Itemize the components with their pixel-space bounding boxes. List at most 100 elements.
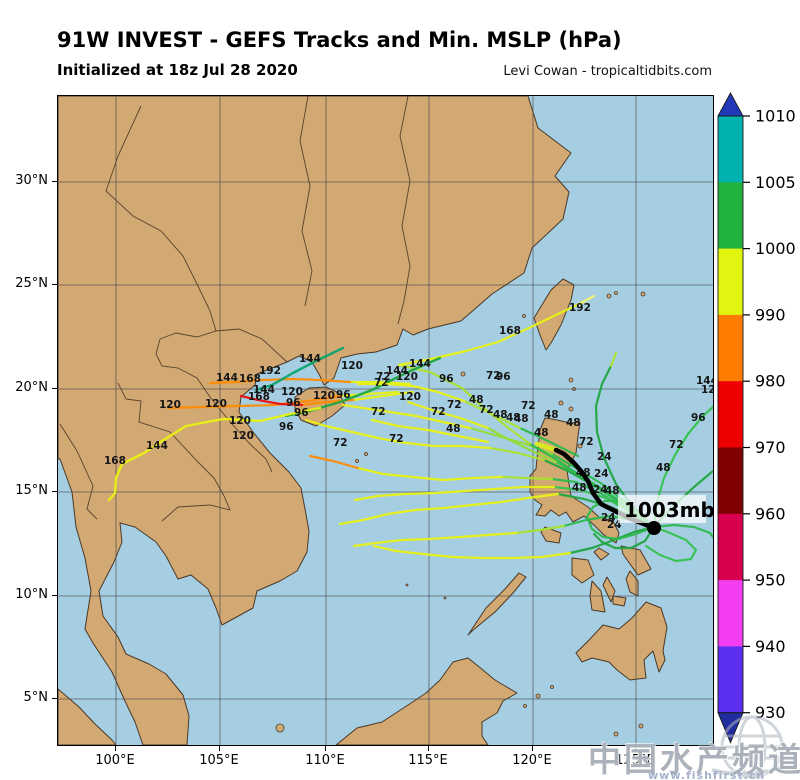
gefs-ensemble-track [107, 406, 322, 502]
y-axis-tick-label: 5°N [23, 690, 49, 705]
forecast-hour-label: 24 [594, 468, 609, 480]
gefs-ensemble-track [208, 377, 352, 385]
mslp-label: 1003mb [624, 498, 713, 522]
forecast-hour-label: 96 [439, 373, 454, 385]
small-island [523, 704, 527, 708]
colorbar-segment [718, 447, 743, 515]
political-border [105, 105, 217, 332]
small-island [577, 443, 583, 449]
colorbar-arrow-top [717, 92, 744, 117]
gefs-ensemble-track [518, 426, 580, 458]
forecast-hour-label: 120 [701, 384, 713, 396]
colorbar-segment [718, 314, 743, 382]
colorbar-segment [718, 248, 743, 316]
y-tickmark [52, 181, 57, 182]
landmass [58, 96, 572, 745]
gefs-ensemble-track [406, 400, 490, 430]
x-tickmark [325, 746, 326, 751]
landmass [58, 688, 117, 745]
landmass [575, 601, 668, 681]
gefs-ensemble-track [356, 466, 504, 482]
landmass [335, 657, 518, 745]
forecast-hour-label: 72 [579, 436, 594, 448]
landmass [625, 570, 639, 597]
small-island [355, 459, 359, 463]
gefs-ensemble-track [462, 399, 522, 430]
forecast-hour-label: 48 [534, 427, 549, 439]
gefs-ensemble-track [352, 531, 518, 548]
gefs-ensemble-track [397, 300, 585, 367]
forecast-hour-label: 72 [374, 377, 389, 389]
mslp-label-box [618, 495, 706, 523]
small-island [522, 314, 526, 318]
small-island [364, 452, 368, 456]
gefs-ensemble-track [592, 525, 656, 550]
gefs-ensemble-track [239, 394, 304, 407]
forecast-hour-label: 24 [593, 484, 608, 496]
watermark-text: 中国水产频道 [588, 740, 800, 779]
landmass [593, 547, 610, 561]
colorbar-segment [718, 182, 743, 250]
forecast-hour-label: 48 [566, 417, 581, 429]
x-tickmark [115, 746, 116, 751]
colorbar-tick-label: 1010 [755, 107, 796, 126]
forecast-hour-label: 144 [409, 358, 431, 370]
page-title: 91W INVEST - GEFS Tracks and Min. MSLP (… [57, 28, 622, 52]
political-border [397, 96, 411, 325]
forecast-hour-label: 72 [669, 439, 684, 451]
map-panel: 144 168 192 120 144 120 120 120 120 96 96 96 96 120 12… [57, 95, 714, 746]
landmass [612, 595, 627, 607]
y-axis-tick-label: 20°N [15, 380, 48, 395]
colorbar-tick-label: 1005 [755, 173, 796, 192]
forecast-hour-label: 48 [469, 394, 484, 406]
forecast-hour-label: 144 [386, 365, 408, 377]
small-island [606, 293, 612, 299]
small-island [640, 291, 646, 297]
political-border [59, 423, 98, 520]
small-island [460, 371, 466, 377]
forecast-hour-label: 48 [544, 409, 559, 421]
colorbar-segment [718, 646, 743, 714]
watermark-url: www.fishfirst.cn [648, 769, 766, 780]
forecast-hour-label: 48 [656, 462, 671, 474]
gefs-ensemble-track [486, 426, 558, 464]
forecast-hour-label: 168 [248, 391, 270, 403]
small-island [613, 731, 619, 737]
gefs-ensemble-track [652, 523, 713, 539]
colorbar-tick-label: 970 [755, 438, 786, 457]
forecast-hour-label: 72 [333, 437, 348, 449]
gefs-ensemble-track [356, 382, 466, 403]
forecast-hour-label: 48 [605, 485, 620, 497]
forecast-hour-label: 96 [496, 371, 511, 383]
forecast-hour-label: 72 [371, 406, 386, 418]
small-island [443, 596, 447, 600]
x-tickmark [219, 746, 220, 751]
gefs-ensemble-track [254, 346, 345, 392]
political-border [155, 338, 273, 473]
gefs-ensemble-track [308, 454, 360, 470]
credit-label: Levi Cowan - tropicaltidbits.com [503, 64, 712, 79]
landmass [589, 580, 606, 613]
colorbar-segment [718, 381, 743, 448]
gefs-ensemble-track [304, 418, 492, 450]
forecast-hour-label: 96 [279, 421, 294, 433]
forecast-hour-label: 144 [299, 353, 321, 365]
forecast-hour-label: 120 [232, 430, 254, 442]
y-tickmark [52, 595, 57, 596]
forecast-hour-label: 120 [399, 391, 421, 403]
x-axis-tick-label: 120°E [512, 753, 552, 768]
x-axis-tick-label: 115°E [408, 753, 448, 768]
forecast-hour-label: 144 [146, 440, 168, 452]
forecast-hour-label: 96 [294, 407, 309, 419]
landmass [540, 526, 562, 544]
landmass [467, 572, 527, 636]
small-island [275, 723, 285, 733]
gefs-ensemble-track [166, 394, 343, 410]
x-axis-tick-label: 125°E [615, 753, 655, 768]
forecast-hour-label: 48 [506, 412, 521, 424]
forecast-hour-label: 48 [514, 413, 529, 425]
current-position-dot [647, 521, 661, 535]
forecast-hour-label: 120 [159, 399, 181, 411]
colorbar-tick-label: 960 [755, 504, 786, 523]
